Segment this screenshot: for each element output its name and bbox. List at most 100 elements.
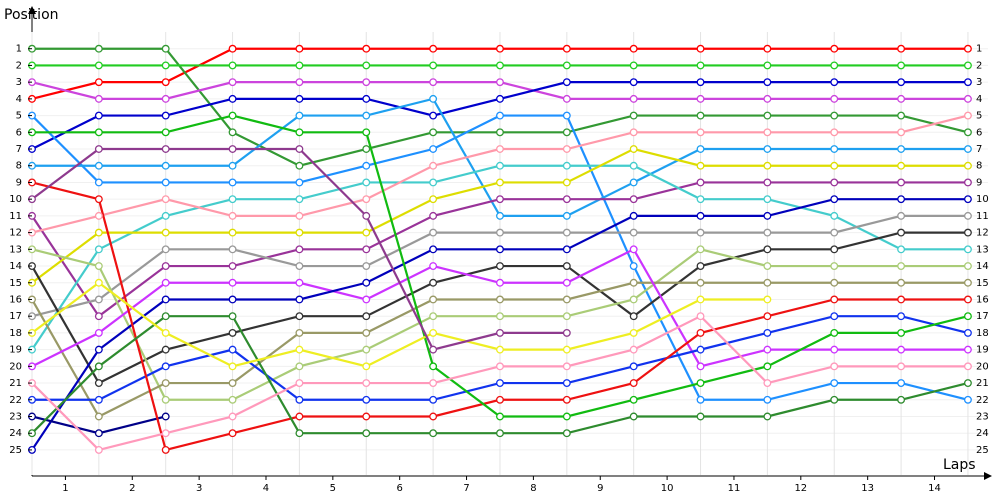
point (629, 94, 638, 103)
x-tick-label: 6 (397, 483, 403, 494)
point (897, 44, 906, 53)
point (963, 78, 972, 87)
x-tick-label: 5 (330, 483, 336, 494)
point (562, 78, 571, 87)
point (496, 412, 504, 421)
point (696, 228, 705, 237)
point (429, 412, 438, 421)
point (830, 94, 839, 103)
point (161, 195, 170, 204)
point (763, 295, 772, 304)
point (696, 111, 705, 120)
point (496, 262, 504, 270)
point (161, 94, 170, 103)
point (161, 445, 170, 454)
point (161, 245, 170, 254)
y-tick-label-right: 7 (976, 144, 982, 155)
point (897, 362, 906, 371)
point (429, 278, 438, 287)
y-tick-label: 19 (9, 345, 22, 356)
point (629, 262, 638, 270)
point (897, 262, 906, 270)
point (562, 195, 571, 204)
point (963, 44, 972, 53)
point (963, 345, 972, 354)
y-tick-label-right: 23 (976, 411, 989, 422)
point (897, 78, 906, 87)
point (562, 278, 571, 287)
point (562, 245, 571, 254)
point (496, 211, 504, 220)
point (897, 178, 906, 187)
point (562, 161, 571, 170)
point (295, 245, 304, 254)
x-tick-label: 10 (661, 483, 674, 494)
point (295, 412, 304, 421)
point (362, 211, 371, 220)
y-tick-label: 2 (16, 60, 22, 71)
point (629, 178, 638, 187)
point (295, 211, 304, 220)
point (562, 94, 571, 103)
point (629, 161, 638, 170)
y-tick-label: 25 (9, 445, 22, 456)
point (763, 161, 772, 170)
point (696, 44, 705, 53)
point (830, 379, 839, 388)
x-axis-arrow (984, 472, 992, 480)
point (696, 195, 705, 204)
point (161, 145, 170, 153)
y-tick-label-right: 16 (976, 294, 989, 305)
point (696, 61, 705, 70)
point (629, 278, 638, 287)
point (295, 145, 304, 153)
point (228, 178, 237, 187)
point (228, 412, 237, 421)
point (696, 94, 705, 103)
x-axis-label: Laps (943, 457, 976, 473)
x-tick-label: 12 (794, 483, 807, 494)
point (830, 278, 839, 287)
point (161, 161, 170, 170)
point (763, 278, 772, 287)
point (830, 44, 839, 53)
point (696, 178, 705, 187)
point (228, 161, 237, 170)
point (362, 412, 371, 421)
y-tick-label: 10 (9, 194, 22, 205)
point (629, 245, 638, 254)
point (629, 412, 638, 421)
point (161, 345, 170, 354)
point (228, 345, 237, 354)
point (496, 362, 504, 371)
point (763, 228, 772, 237)
point (94, 195, 103, 204)
point (897, 228, 906, 237)
point (94, 111, 103, 120)
point (161, 379, 170, 388)
point (362, 228, 371, 237)
point (696, 328, 705, 337)
point (161, 211, 170, 220)
point (629, 44, 638, 53)
point (897, 211, 906, 220)
point (228, 429, 237, 438)
point (429, 178, 438, 187)
point (963, 295, 972, 304)
y-tick-label-right: 9 (976, 177, 982, 188)
point (763, 328, 772, 337)
point (562, 345, 571, 354)
point (629, 211, 638, 220)
point (562, 362, 571, 371)
point (562, 178, 571, 187)
point (763, 245, 772, 254)
y-tick-label-right: 17 (976, 311, 989, 322)
point (963, 195, 972, 204)
point (362, 61, 371, 70)
point (228, 295, 237, 304)
point (629, 395, 638, 404)
point (763, 94, 772, 103)
point (94, 61, 103, 70)
point (362, 78, 371, 87)
